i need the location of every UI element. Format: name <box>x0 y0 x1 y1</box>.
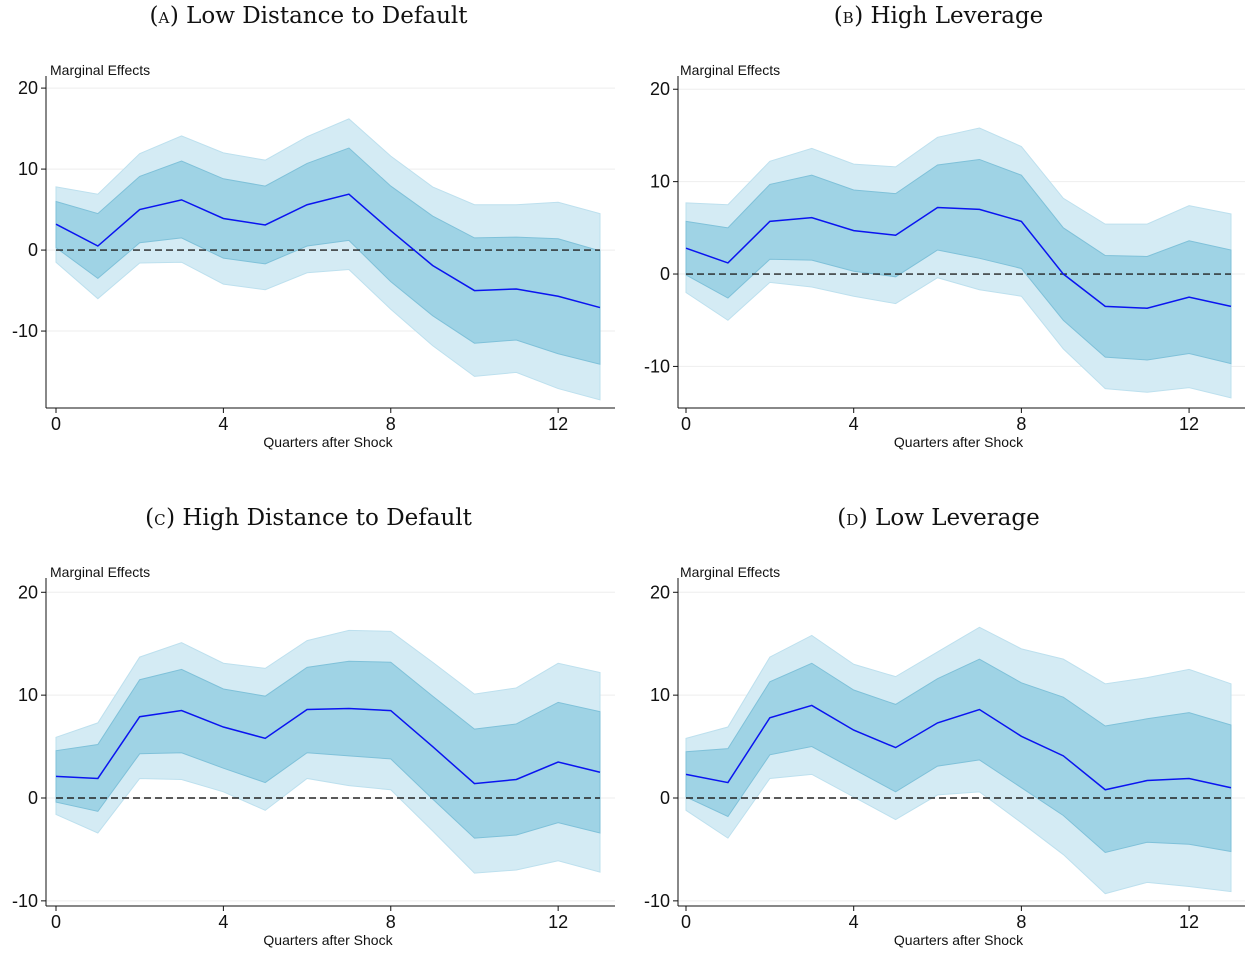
x-axis-label: Quarters after Shock <box>894 434 1024 450</box>
y-tick-label: 0 <box>660 264 670 284</box>
y-tick-label: 10 <box>650 172 670 192</box>
confidence-band-inner <box>685 658 1232 854</box>
x-tick-label: 4 <box>849 414 859 434</box>
panel-title-a: (A) Low Distance to Default <box>0 3 617 29</box>
x-tick-label: 8 <box>386 912 396 932</box>
panel-title-d: (D) Low Leverage <box>630 505 1247 531</box>
x-tick-label: 4 <box>849 912 859 932</box>
y-axis-label: Marginal Effects <box>680 564 780 580</box>
panel-letter: (B) <box>833 3 871 29</box>
x-tick-label: 8 <box>1016 912 1026 932</box>
estimate-line <box>685 704 1232 791</box>
panel-letter: (A) <box>149 3 187 29</box>
chart-panel-d: 20 10 0 -10 0 4 8 12 Marginal Effects Quarters af… <box>644 564 1245 948</box>
y-tick-label: 10 <box>650 685 670 705</box>
y-tick-label: 20 <box>18 78 38 98</box>
confidence-band-inner <box>55 147 601 365</box>
panel-title-text: High Distance to Default <box>182 505 472 531</box>
confidence-band-inner <box>685 158 1232 365</box>
chart-panel-a: 20 10 0 -10 0 4 8 12 Marginal Effects Quarters af… <box>12 62 615 450</box>
x-tick-label: 0 <box>681 414 691 434</box>
x-axis-label: Quarters after Shock <box>263 434 393 450</box>
y-tick-label: 0 <box>660 788 670 808</box>
estimate-line <box>55 707 601 785</box>
y-tick-label: 10 <box>18 159 38 179</box>
x-tick-label: 4 <box>218 912 228 932</box>
panel-title-c: (C) High Distance to Default <box>0 505 617 531</box>
panel-title-b: (B) High Leverage <box>630 3 1247 29</box>
x-axis-label: Quarters after Shock <box>263 932 393 948</box>
y-tick-label: -10 <box>644 891 670 911</box>
y-tick-label: 20 <box>18 582 38 602</box>
x-tick-label: 8 <box>386 414 396 434</box>
panel-title-text: Low Distance to Default <box>186 3 468 29</box>
x-tick-label: 8 <box>1016 414 1026 434</box>
x-tick-label: 12 <box>548 414 568 434</box>
panel-title-text: High Leverage <box>870 3 1044 29</box>
y-axis-label: Marginal Effects <box>50 62 150 78</box>
panel-letter: (C) <box>145 505 183 531</box>
estimate-line <box>685 206 1232 309</box>
y-tick-label: -10 <box>12 321 38 341</box>
chart-panel-b: 20 10 0 -10 0 4 8 12 Marginal Effects Quarters af… <box>644 62 1245 450</box>
x-tick-label: 0 <box>681 912 691 932</box>
y-axis-label: Marginal Effects <box>680 62 780 78</box>
chart-panel-c: 20 10 0 -10 0 4 8 12 Marginal Effects Quarters af… <box>12 564 615 948</box>
x-tick-label: 4 <box>218 414 228 434</box>
panel-title-text: Low Leverage <box>875 505 1040 531</box>
y-tick-label: -10 <box>12 891 38 911</box>
x-tick-label: 0 <box>51 414 61 434</box>
x-tick-label: 12 <box>1179 414 1199 434</box>
y-tick-label: -10 <box>644 356 670 376</box>
x-tick-label: 12 <box>548 912 568 932</box>
y-tick-label: 0 <box>28 240 38 260</box>
y-tick-label: 0 <box>28 788 38 808</box>
y-axis-label: Marginal Effects <box>50 564 150 580</box>
y-tick-label: 20 <box>650 582 670 602</box>
y-tick-label: 20 <box>650 79 670 99</box>
x-tick-label: 0 <box>51 912 61 932</box>
panel-letter: (D) <box>837 505 876 531</box>
x-axis-label: Quarters after Shock <box>894 932 1024 948</box>
y-tick-label: 10 <box>18 685 38 705</box>
x-tick-label: 12 <box>1179 912 1199 932</box>
estimate-line <box>55 193 601 309</box>
confidence-band-inner <box>55 660 601 839</box>
